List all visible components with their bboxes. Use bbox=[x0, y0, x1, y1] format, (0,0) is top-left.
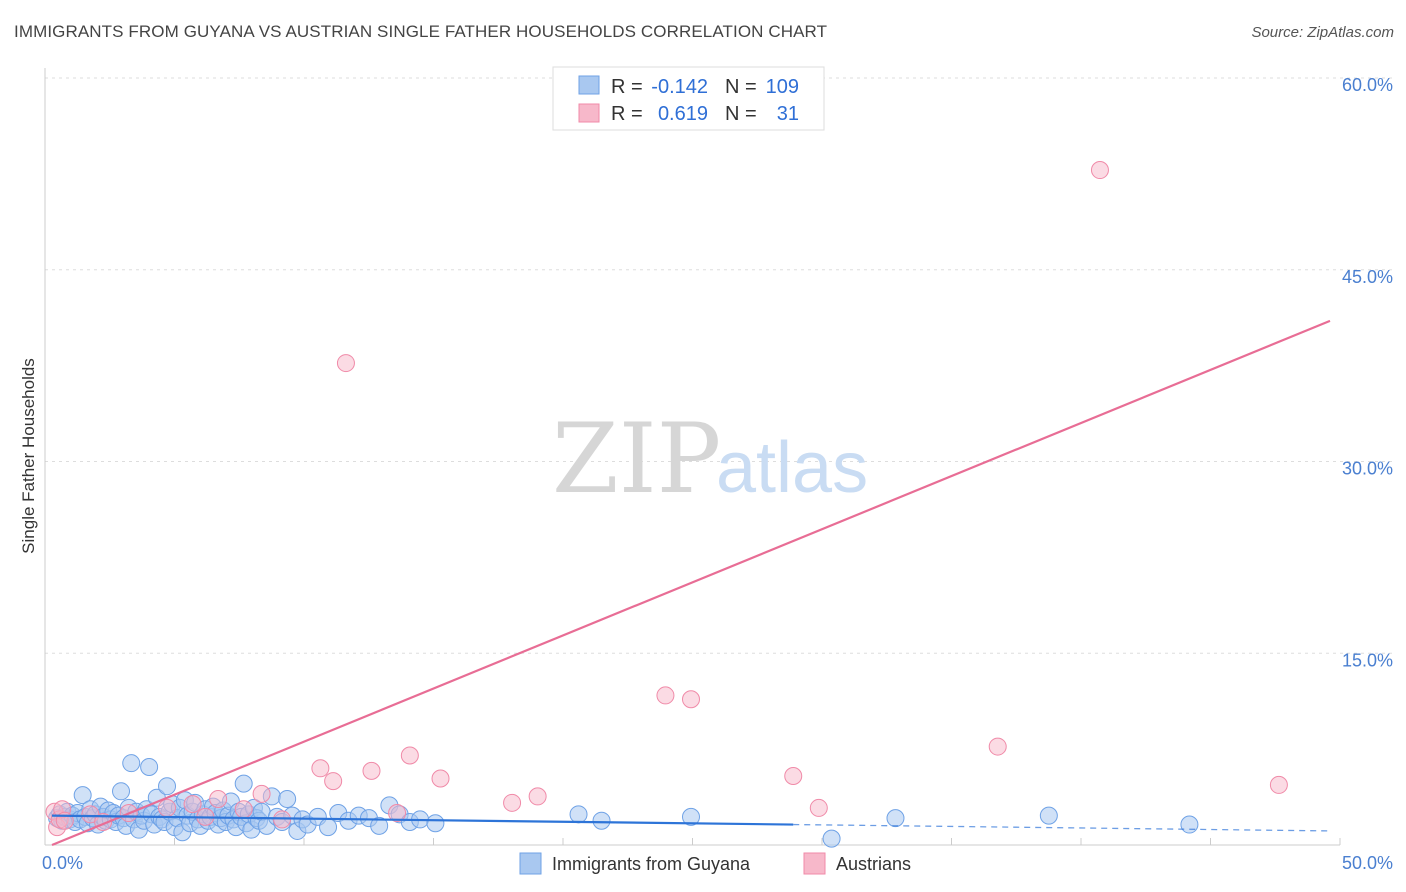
series-austrians-points bbox=[45, 161, 1288, 837]
trend-line-austrians bbox=[51, 319, 1331, 847]
y-tick-label: 45.0% bbox=[1342, 267, 1393, 287]
austrians-point bbox=[503, 793, 522, 812]
austrians-point bbox=[324, 772, 343, 791]
legend-swatch-guyana bbox=[578, 75, 600, 95]
y-tick-label: 60.0% bbox=[1342, 75, 1393, 95]
watermark-zip: ZIP bbox=[552, 403, 721, 515]
guyana-point bbox=[112, 782, 131, 801]
y-tick-labels: 15.0% 30.0% 45.0% 60.0% bbox=[1342, 75, 1393, 670]
austrians-point bbox=[234, 800, 253, 819]
guyana-point bbox=[569, 805, 588, 824]
grid-lines bbox=[45, 77, 1392, 654]
guyana-point bbox=[592, 811, 611, 830]
guyana-point bbox=[370, 816, 389, 835]
legend-bottom-swatch-austrians bbox=[803, 852, 826, 875]
austrians-point bbox=[362, 761, 381, 780]
austrians-point bbox=[209, 789, 228, 808]
guyana-point bbox=[682, 807, 700, 826]
austrians-point bbox=[336, 354, 355, 373]
guyana-point bbox=[140, 758, 159, 777]
guyana-point bbox=[1039, 806, 1058, 825]
legend-stats: R = -0.142 N = 109 R = 0.619 N = 31 bbox=[552, 66, 825, 131]
watermark: ZIP atlas bbox=[552, 403, 868, 515]
guyana-point bbox=[278, 789, 297, 808]
y-axis-label: Single Father Households bbox=[19, 358, 38, 554]
chart-title: IMMIGRANTS FROM GUYANA VS AUSTRIAN SINGL… bbox=[14, 22, 828, 41]
legend-n-label-2: N = bbox=[725, 103, 757, 125]
legend-series: Immigrants from Guyana Austrians bbox=[519, 852, 911, 875]
legend-r-label-1: R = bbox=[611, 76, 643, 98]
legend-r-value-2: 0.619 bbox=[658, 103, 708, 125]
austrians-point bbox=[682, 690, 700, 709]
austrians-point bbox=[528, 787, 547, 806]
austrians-point bbox=[431, 769, 450, 788]
legend-r-value-1: -0.142 bbox=[651, 76, 708, 98]
guyana-point bbox=[886, 809, 905, 828]
guyana-point bbox=[158, 777, 177, 796]
x-tick-label-max: 50.0% bbox=[1342, 853, 1393, 873]
austrians-point bbox=[400, 746, 419, 765]
austrians-point bbox=[656, 686, 675, 705]
x-tick-label-min: 0.0% bbox=[42, 853, 83, 873]
guyana-point bbox=[319, 818, 338, 837]
trend-line-guyana-extension bbox=[793, 823, 1331, 832]
guyana-point bbox=[822, 829, 841, 848]
guyana-point bbox=[1180, 815, 1199, 834]
austrians-point bbox=[252, 784, 271, 803]
austrians-point bbox=[311, 759, 330, 778]
legend-bottom-label-austrians: Austrians bbox=[836, 854, 911, 874]
trend-line-guyana bbox=[51, 814, 794, 826]
austrians-point bbox=[388, 804, 407, 823]
guyana-point bbox=[426, 814, 445, 833]
legend-bottom-swatch-guyana bbox=[519, 852, 542, 875]
watermark-atlas: atlas bbox=[716, 428, 868, 508]
legend-swatch-austrians bbox=[578, 103, 600, 123]
y-tick-label: 30.0% bbox=[1342, 459, 1393, 479]
austrians-point bbox=[1269, 775, 1288, 794]
austrians-point bbox=[183, 795, 202, 814]
guyana-point bbox=[122, 754, 141, 773]
austrians-point bbox=[784, 766, 803, 785]
legend-n-value-2: 31 bbox=[777, 103, 799, 125]
austrians-point bbox=[809, 798, 828, 817]
legend-n-label-1: N = bbox=[725, 76, 757, 98]
legend-r-label-2: R = bbox=[611, 103, 643, 125]
y-tick-label: 15.0% bbox=[1342, 650, 1393, 670]
x-tick-marks bbox=[44, 838, 1341, 845]
legend-bottom-label-guyana: Immigrants from Guyana bbox=[552, 854, 751, 874]
trend-lines bbox=[51, 319, 1331, 847]
legend-n-value-1: 109 bbox=[766, 76, 799, 98]
austrians-point bbox=[158, 798, 177, 817]
guyana-point bbox=[73, 786, 92, 805]
source-label: Source: ZipAtlas.com bbox=[1251, 24, 1394, 41]
austrians-point bbox=[1090, 161, 1109, 180]
austrians-point bbox=[988, 737, 1007, 756]
x-tick-labels: 0.0% 50.0% bbox=[42, 853, 1393, 873]
guyana-point bbox=[234, 774, 253, 793]
